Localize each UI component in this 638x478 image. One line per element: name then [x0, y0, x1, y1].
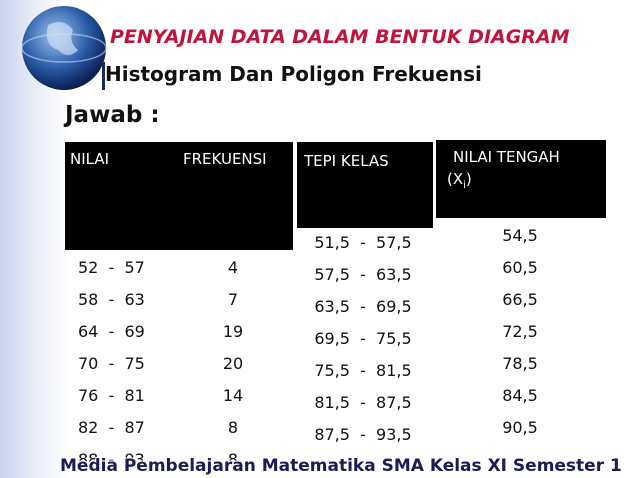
table-cell: 20 [222, 354, 244, 373]
table-cell: 14 [222, 386, 244, 405]
table-cell: 72,5 [502, 322, 538, 341]
footer: Media Pembelajaran Matematika SMA Kelas … [60, 456, 622, 476]
table-cell: 70 - 75 [78, 354, 145, 373]
table-cell: 76 - 81 [78, 386, 145, 405]
globe-icon [21, 6, 107, 90]
table-cell: 54,5 [502, 226, 538, 245]
table-cell: 60,5 [502, 258, 538, 277]
table-cell: 90,5 [502, 418, 538, 437]
column-header: TEPI KELAS [304, 152, 389, 170]
table-cell: 19 [222, 322, 244, 341]
table-cell: 63,5 - 69,5 [314, 297, 412, 316]
header-block [436, 140, 606, 218]
subtitle: Histogram Dan Poligon Frekuensi [105, 62, 482, 86]
table-cell: 69,5 - 75,5 [314, 329, 412, 348]
symbol-close: ) [465, 170, 472, 188]
accent-bar [102, 62, 105, 90]
table-cell: 7 [227, 290, 239, 309]
table-cell: 87,5 - 93,5 [314, 425, 412, 444]
table-cell: 8 [227, 418, 239, 437]
column-header: FREKUENSI [183, 150, 267, 168]
table-cell: 57,5 - 63,5 [314, 265, 412, 284]
column-header: NILAI [70, 150, 110, 168]
table-cell: 88 - 93 [78, 450, 145, 469]
table-cell: 4 [227, 258, 239, 277]
header-block [297, 142, 433, 228]
header-block [65, 142, 293, 250]
table-cell: 78,5 [502, 354, 538, 373]
table-cell: 64 - 69 [78, 322, 145, 341]
table-cell: 82 - 87 [78, 418, 145, 437]
table-cell: 8 [227, 450, 239, 469]
table-cell: 51,5 - 57,5 [314, 233, 412, 252]
table-cell: 58 - 63 [78, 290, 145, 309]
table-cell: 66,5 [502, 290, 538, 309]
column-header-symbol: (Xi) [447, 170, 472, 191]
table-cell: 84,5 [502, 386, 538, 405]
symbol-sub: i [463, 180, 466, 191]
column-header: NILAI TENGAH [453, 148, 560, 166]
answer-label: Jawab : [65, 102, 160, 128]
table-cell: 52 - 57 [78, 258, 145, 277]
title: PENYAJIAN DATA DALAM BENTUK DIAGRAM [110, 26, 570, 48]
symbol-open: (X [447, 170, 464, 188]
table-cell: 81,5 - 87,5 [314, 393, 412, 412]
table-cell: 75,5 - 81,5 [314, 361, 412, 380]
